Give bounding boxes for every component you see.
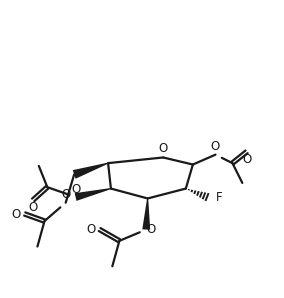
Text: O: O — [61, 188, 70, 201]
Polygon shape — [73, 163, 108, 179]
Text: F: F — [216, 190, 223, 204]
Text: O: O — [147, 223, 156, 236]
Text: O: O — [12, 207, 21, 221]
Text: O: O — [29, 201, 38, 214]
Text: O: O — [71, 183, 80, 195]
Text: O: O — [242, 153, 251, 166]
Polygon shape — [142, 198, 150, 230]
Text: O: O — [158, 142, 168, 156]
Text: O: O — [87, 223, 96, 236]
Text: O: O — [211, 140, 220, 153]
Polygon shape — [75, 188, 111, 201]
